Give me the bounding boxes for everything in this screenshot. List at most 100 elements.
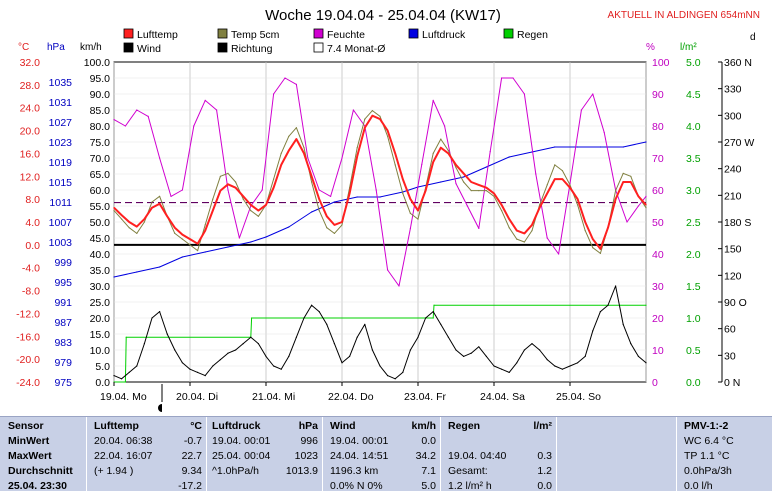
data-point-temp-5cm	[189, 244, 191, 246]
data-point-wind	[599, 311, 602, 313]
data-point-feuchte	[352, 109, 354, 111]
x-tick-label: 21.04. Mi	[252, 391, 295, 403]
tick-label-direction: 360 N	[724, 57, 752, 69]
data-point-lufttemp	[364, 127, 366, 129]
chart-title: Woche 19.04.04 - 25.04.04 (KW17)	[265, 7, 501, 24]
data-point-lufttemp	[349, 192, 351, 194]
x-tick-label: 22.04. Do	[328, 391, 374, 403]
tick-label-kmh: 20.0	[90, 313, 111, 325]
data-point-lufttemp	[128, 221, 130, 223]
data-point-temp-5cm	[235, 181, 237, 183]
data-point-temp-5cm	[273, 178, 275, 180]
data-point-temp-5cm	[531, 230, 533, 232]
data-point-feuchte	[432, 99, 434, 101]
legend-swatch-5	[503, 28, 514, 39]
data-point-wind	[128, 371, 130, 373]
data-point-wind	[615, 285, 617, 287]
footer-luftdruck-time: 25.04. 00:04	[212, 450, 271, 462]
tick-label-kmh: 50.0	[90, 217, 111, 229]
tick-label-hpa: 995	[54, 277, 72, 289]
tick-label-rain: 0.0	[686, 377, 701, 389]
footer-lufttemp-title: Lufttemp	[94, 420, 139, 432]
data-point-wind	[212, 365, 214, 367]
axis-unit-percent: %	[646, 42, 655, 53]
data-point-wind	[219, 359, 221, 361]
data-point-luftdruck	[485, 166, 487, 168]
footer-wind-column: Wind km/h 19.04. 00:01 0.0 24.04. 14:51 34.…	[330, 419, 436, 494]
data-point-wind	[546, 359, 548, 361]
tick-label-celsius: -12.0	[16, 308, 40, 320]
data-point-temp-5cm	[508, 227, 510, 229]
data-point-feuchte	[501, 77, 503, 79]
data-point-feuchte	[170, 195, 172, 197]
data-point-temp-5cm	[371, 110, 373, 112]
data-point-temp-5cm	[303, 147, 305, 149]
data-point-lufttemp	[417, 210, 419, 212]
data-point-lufttemp	[554, 178, 556, 180]
tick-label-hpa: 975	[54, 377, 72, 389]
data-point-lufttemp	[181, 234, 183, 236]
data-point-temp-5cm	[333, 232, 335, 234]
legend-swatch-4	[408, 28, 419, 39]
data-point-temp-5cm	[212, 198, 214, 200]
legend: Lufttemp Temp 5cm Feuchte Luftdruck Regen Win…	[123, 28, 548, 55]
data-point-wind	[136, 365, 138, 367]
data-point-temp-5cm	[295, 127, 297, 129]
tick-label-kmh: 70.0	[90, 153, 111, 165]
data-point-feuchte	[637, 205, 640, 207]
data-point-lufttemp	[523, 232, 526, 234]
data-point-lufttemp	[318, 198, 320, 200]
tick-label-percent: 90	[652, 89, 664, 101]
footer-wind-value: 34.2	[415, 450, 436, 462]
tick-label-percent: 80	[652, 121, 664, 133]
data-point-temp-5cm	[364, 118, 366, 120]
data-point-temp-5cm	[417, 218, 419, 220]
data-point-wind	[235, 349, 237, 351]
data-point-wind	[508, 371, 510, 373]
data-point-lufttemp	[250, 204, 252, 206]
footer-wind-time: 24.04. 14:51	[330, 450, 389, 462]
data-point-wind	[607, 304, 609, 306]
data-point-lufttemp	[432, 161, 434, 163]
data-point-lufttemp	[356, 155, 358, 157]
data-point-lufttemp	[394, 152, 396, 154]
data-point-temp-5cm	[174, 232, 176, 234]
legend-label: Regen	[517, 29, 548, 41]
data-point-lufttemp	[501, 204, 503, 206]
data-point-temp-5cm	[250, 210, 252, 212]
legend-swatch-3	[313, 28, 324, 39]
data-point-wind	[622, 323, 624, 325]
data-point-temp-5cm	[356, 147, 358, 149]
data-point-temp-5cm	[394, 164, 396, 166]
tick-label-kmh: 55.0	[90, 201, 111, 213]
data-point-wind	[265, 355, 267, 357]
data-point-lufttemp	[485, 187, 487, 189]
data-point-regen	[433, 304, 435, 306]
axis-unit-celsius: °C	[18, 42, 29, 53]
data-point-temp-5cm	[311, 181, 313, 183]
data-point-wind	[280, 368, 282, 370]
data-point-wind	[349, 355, 351, 357]
data-point-wind	[425, 317, 427, 319]
tick-label-kmh: 0.0	[95, 377, 110, 389]
data-point-feuchte	[124, 125, 126, 127]
data-point-wind	[250, 336, 252, 338]
footer-pmv-row: WC 6.4 °C	[684, 435, 734, 447]
data-point-regen	[432, 317, 434, 319]
data-point-temp-5cm	[485, 190, 487, 192]
tick-label-kmh: 15.0	[90, 329, 111, 341]
data-point-feuchte	[204, 99, 206, 101]
tick-label-percent: 100	[652, 57, 670, 69]
footer-sensor-row: 25.04. 23:30	[8, 480, 67, 492]
footer-regen-value: 0.3	[537, 450, 552, 462]
data-point-temp-5cm	[128, 227, 130, 229]
data-point-wind	[113, 375, 115, 377]
data-point-temp-5cm	[341, 224, 343, 226]
data-point-lufttemp	[577, 198, 579, 200]
data-point-lufttemp	[257, 210, 259, 212]
footer-wind-value: 0.0	[421, 435, 436, 447]
footer-lufttemp-value: 9.34	[181, 465, 202, 477]
tick-label-hpa: 1011	[49, 197, 72, 209]
footer-regen-time: 19.04. 04:40	[448, 450, 507, 462]
data-point-lufttemp	[569, 187, 571, 189]
